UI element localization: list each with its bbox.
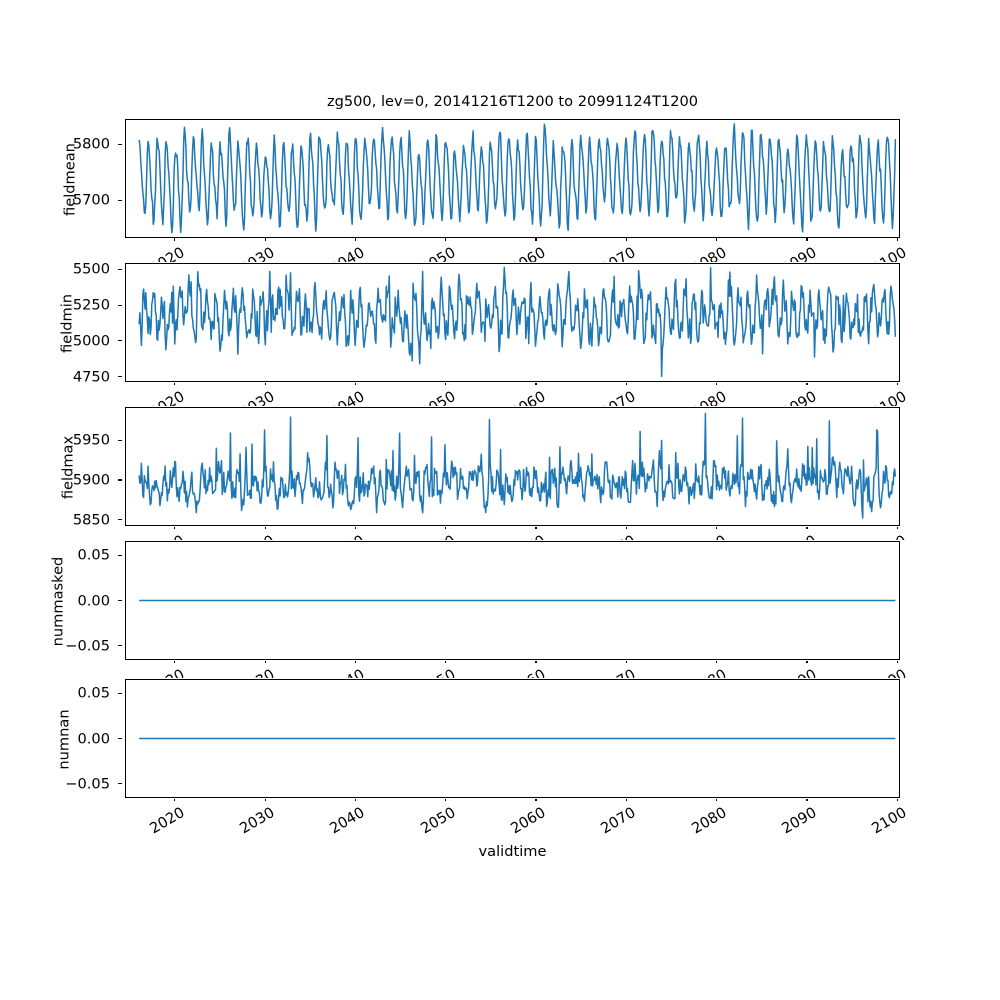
ylabel-fieldmin: fieldmin [58, 294, 76, 354]
ytick-label: 5900 [72, 471, 110, 489]
ytick-label: 5950 [72, 431, 110, 449]
ytick-mark [118, 199, 123, 201]
ytick-mark [118, 376, 123, 378]
ylabel-fieldmax: fieldmax [59, 435, 77, 500]
ytick-mark [118, 600, 123, 602]
axes-fieldmax [125, 407, 900, 526]
ytick-label: 0.00 [77, 592, 111, 609]
ytick-label: −0.05 [65, 775, 110, 793]
yticks-fieldmin: 4750 5000 5250 5500 [62, 260, 123, 386]
series-line-fieldmean [139, 124, 895, 233]
axes-fieldmin [125, 263, 900, 382]
figure-title: zg500, lev=0, 20141216T1200 to 20991124T… [326, 93, 699, 110]
yticks-fieldmax: 5850 5900 5950 [62, 407, 123, 529]
yticks-fieldmean: 5700 5800 [62, 119, 123, 238]
ytick-mark [118, 554, 123, 557]
ytick-label: 4750 [72, 368, 110, 386]
ytick-label: 0.00 [77, 730, 111, 747]
yticks-nummasked: −0.05 0.00 0.05 [62, 541, 123, 660]
ytick-label: 0.05 [77, 684, 111, 702]
ylabel-numnan: numnan [55, 709, 73, 770]
ytick-mark [118, 519, 123, 521]
ytick-mark [118, 479, 123, 481]
ytick-label: 5250 [72, 296, 110, 314]
axes-numnan [125, 679, 900, 798]
ylabel-nummasked: nummasked [49, 556, 67, 647]
ytick-mark [118, 268, 123, 271]
ytick-mark [118, 692, 123, 695]
ytick-mark [118, 439, 123, 441]
ytick-mark [118, 645, 123, 647]
ytick-label: 5000 [72, 332, 110, 350]
ytick-label: 0.05 [77, 546, 111, 564]
yticks-numnan: −0.05 0.00 0.05 [62, 679, 123, 798]
ytick-label: 5500 [72, 260, 110, 278]
ytick-mark [118, 304, 123, 306]
ytick-mark [118, 340, 123, 342]
axes-fieldmean [125, 119, 900, 238]
ytick-label: 5700 [72, 191, 110, 209]
ytick-mark [118, 143, 123, 145]
ytick-label: 5800 [72, 135, 110, 153]
ytick-mark [118, 738, 123, 740]
axes-nummasked [125, 541, 900, 660]
series-line-fieldmax [139, 413, 895, 518]
xlabel: validtime [478, 843, 547, 860]
ytick-label: 5850 [72, 511, 110, 529]
series-line-fieldmin [139, 268, 895, 377]
ytick-label: −0.05 [65, 637, 110, 655]
ytick-mark [118, 783, 123, 785]
